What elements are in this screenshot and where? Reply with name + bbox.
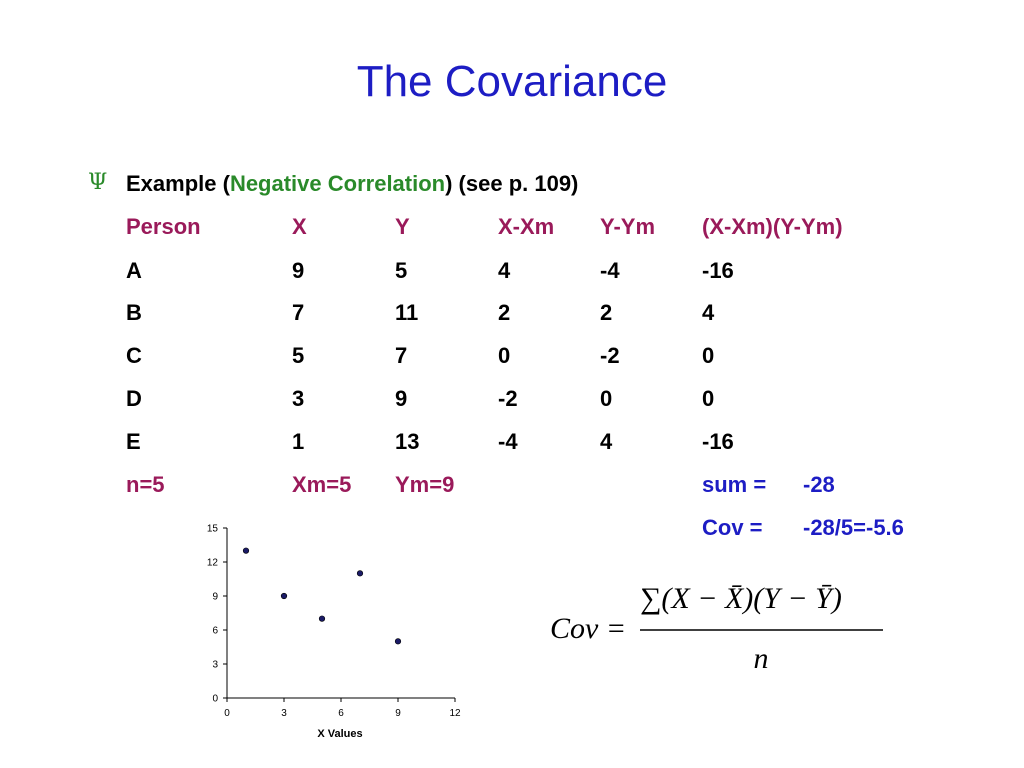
data-point — [318, 615, 326, 622]
x-tick-label: 0 — [224, 708, 230, 719]
scatter-chart: 0 3 6 9 12 15 0 3 6 9 12 X Values — [207, 524, 461, 741]
summary-cov-value: -28/5=-5.6 — [803, 515, 904, 540]
table-cell: 13 — [395, 429, 420, 454]
summary-xm: Xm=5 — [292, 472, 352, 497]
x-tick-label: 9 — [395, 708, 401, 719]
table-cell: 11 — [395, 300, 419, 325]
header-x-xm: X-Xm — [498, 214, 555, 239]
table-cell: 7 — [395, 343, 408, 368]
summary-sum-value: -28 — [803, 472, 835, 497]
x-axis-label: X Values — [317, 728, 362, 740]
table-cell: 4 — [498, 258, 511, 283]
data-point — [280, 592, 288, 600]
intro-prefix: Example ( — [126, 171, 230, 196]
formula-numerator: ∑(X − X̄)(Y − Ȳ) — [640, 582, 842, 615]
chart-tick-labels: 0 3 6 9 12 15 0 3 6 9 12 — [207, 524, 461, 720]
header-y-ym: Y-Ym — [600, 214, 656, 239]
table-cell: C — [126, 343, 142, 368]
summary-ym: Ym=9 — [395, 472, 455, 497]
table-cell: 4 — [702, 300, 715, 325]
intro-highlight: Negative Correlation — [229, 171, 446, 196]
table-cell: B — [126, 300, 142, 325]
table-cell: 1 — [292, 429, 305, 454]
header-y: Y — [395, 214, 410, 239]
y-tick-label: 6 — [212, 626, 218, 637]
chart-points — [242, 547, 402, 645]
x-tick-label: 3 — [281, 708, 287, 719]
y-tick-label: 0 — [212, 694, 218, 705]
table-cell: 4 — [600, 429, 613, 454]
formula-denominator: n — [754, 642, 769, 675]
psi-bullet-icon: Ψ — [88, 170, 108, 195]
table-cell: 2 — [498, 300, 511, 325]
data-point — [394, 638, 402, 645]
y-tick-label: 3 — [212, 660, 218, 671]
header-x: X — [292, 214, 307, 239]
table-cell: 3 — [292, 386, 305, 411]
header-person: Person — [126, 214, 201, 239]
summary-cov-label: Cov = — [702, 515, 763, 540]
table-cell: 5 — [292, 343, 305, 368]
table-cell: -2 — [498, 386, 518, 411]
table-cell: A — [126, 258, 142, 283]
covariance-formula: Cov = ∑(X − X̄)(Y − Ȳ) n — [550, 582, 883, 675]
table-cell: -2 — [600, 343, 620, 368]
slide-title: The Covariance — [356, 57, 668, 106]
table-cell: 5 — [395, 258, 408, 283]
table-cell: -16 — [702, 429, 734, 454]
intro-suffix: ) (see p. 109) — [445, 171, 579, 196]
table-cell: 9 — [395, 386, 408, 411]
summary-sum-label: sum = — [702, 472, 767, 497]
table-cell: 0 — [498, 343, 511, 368]
intro-line: Example (Negative Correlation) (see p. 1… — [126, 171, 578, 197]
table-cell: 0 — [600, 386, 613, 411]
formula-lhs: Cov = — [550, 612, 626, 645]
table-cell: 0 — [702, 386, 715, 411]
data-point — [356, 570, 364, 577]
data-point — [242, 547, 250, 554]
header-product: (X-Xm)(Y-Ym) — [702, 214, 843, 239]
table-cell: E — [126, 429, 141, 454]
y-tick-label: 15 — [207, 524, 219, 535]
chart-axes — [223, 527, 456, 702]
table-cell: -4 — [498, 429, 518, 454]
table-cell: -16 — [702, 258, 734, 283]
table-cell: -4 — [600, 258, 620, 283]
summary-n: n=5 — [126, 472, 165, 497]
table-cell: 0 — [702, 343, 715, 368]
x-tick-label: 12 — [449, 708, 461, 719]
y-tick-label: 12 — [207, 558, 219, 569]
table-cell: 2 — [600, 300, 613, 325]
x-tick-label: 6 — [338, 708, 344, 719]
table-cell: D — [126, 386, 142, 411]
table-cell: 9 — [292, 258, 305, 283]
y-tick-label: 9 — [212, 592, 218, 603]
table-cell: 7 — [292, 300, 305, 325]
